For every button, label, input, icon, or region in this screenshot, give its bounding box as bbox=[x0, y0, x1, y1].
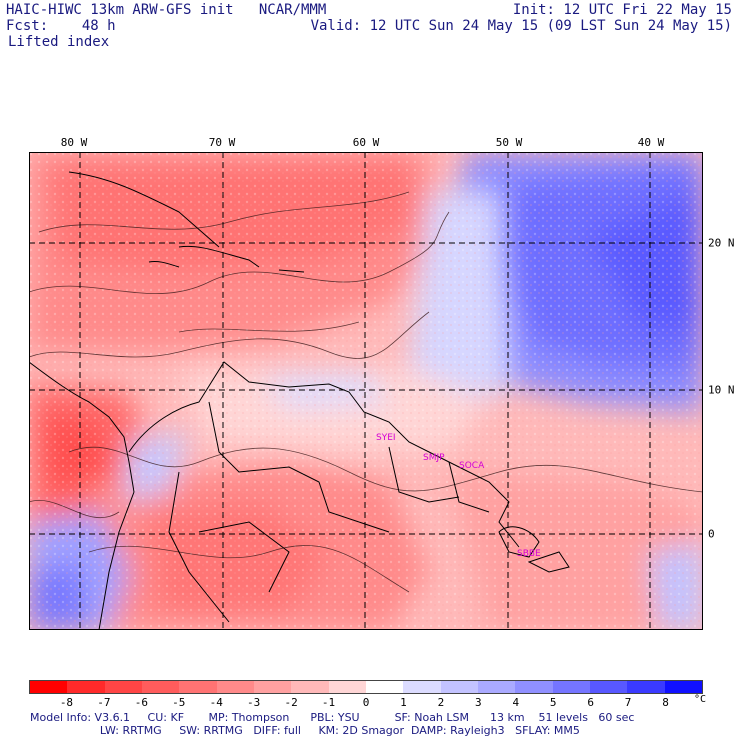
colorbar-tick-label: 7 bbox=[624, 696, 632, 709]
colorbar-tick-label: -3 bbox=[247, 696, 261, 709]
colorbar-tick-label: 4 bbox=[512, 696, 520, 709]
contour-lines bbox=[29, 191, 703, 593]
colorbar-tick-label: 1 bbox=[400, 696, 407, 709]
forecast-hour: Fcst: 48 h bbox=[6, 18, 116, 34]
graticule bbox=[29, 152, 703, 630]
colorbar-cell bbox=[179, 681, 217, 693]
lon-label-60w: 60 W bbox=[352, 136, 380, 149]
station-sbbe: SBBE bbox=[517, 549, 541, 559]
lat-label-10n: 10 N bbox=[708, 383, 735, 397]
colorbar-tick-label: -7 bbox=[97, 696, 111, 709]
lifted-index-map: SYEI SMJP SOCA SBBE bbox=[29, 152, 703, 630]
colorbar-cell bbox=[328, 681, 366, 693]
map-frame bbox=[29, 152, 703, 630]
colorbar-tick-label: 0 bbox=[362, 696, 370, 709]
colorbar-tick-label: 3 bbox=[475, 696, 482, 709]
lon-label-80w: 80 W bbox=[60, 136, 88, 149]
colorbar-cell bbox=[589, 681, 628, 693]
colorbar-cell bbox=[477, 681, 516, 693]
field-texture bbox=[29, 152, 703, 630]
colorbar-cell bbox=[216, 681, 254, 693]
colorbar-tick-label: -2 bbox=[284, 696, 298, 709]
lat-label-20n: 20 N bbox=[708, 236, 735, 250]
colorbar-cell bbox=[365, 681, 404, 693]
colorbar-cell bbox=[627, 681, 665, 693]
colorbar-tick-label: -6 bbox=[134, 696, 148, 709]
colorbar-cell bbox=[552, 681, 590, 693]
model-info-line1: Model Info: V3.6.1 CU: KF MP: Thompson P… bbox=[30, 711, 635, 724]
init-time: Init: 12 UTC Fri 22 May 15 bbox=[512, 2, 732, 18]
station-soca: SOCA bbox=[459, 461, 485, 471]
colorbar-tick-label: -4 bbox=[209, 696, 223, 709]
model-title: HAIC-HIWC 13km ARW-GFS init NCAR/MMM bbox=[6, 2, 327, 18]
colorbar-tick-label: 5 bbox=[549, 696, 557, 709]
station-smjp: SMJP bbox=[423, 453, 445, 463]
colorbar-tick-label: -5 bbox=[172, 696, 186, 709]
colorbar-cell bbox=[291, 681, 329, 693]
colorbar-cell bbox=[67, 681, 105, 693]
colorbar-unit: °C bbox=[694, 694, 707, 705]
colorbar-cell bbox=[253, 681, 292, 693]
coastlines bbox=[29, 171, 570, 630]
colorbar-tick-label: 6 bbox=[587, 696, 594, 709]
colorbar-cell bbox=[104, 681, 142, 693]
colorbar bbox=[29, 680, 703, 694]
colorbar-cell bbox=[440, 681, 478, 693]
model-info-line2: LW: RRTMG SW: RRTMG DIFF: full KM: 2D Sm… bbox=[30, 724, 580, 737]
colorbar-cell bbox=[664, 681, 702, 693]
lon-label-70w: 70 W bbox=[208, 136, 236, 149]
valid-time: Valid: 12 UTC Sun 24 May 15 (09 LST Sun … bbox=[310, 18, 732, 34]
colorbar-cell bbox=[515, 681, 553, 693]
colorbar-tick-label: 8 bbox=[662, 696, 669, 709]
colorbar-cell bbox=[30, 681, 68, 693]
field-name: Lifted index bbox=[8, 34, 110, 50]
colorbar-tick-label: -8 bbox=[59, 696, 74, 709]
station-syei: SYEI bbox=[376, 433, 396, 443]
lon-label-40w: 40 W bbox=[637, 136, 665, 149]
colorbar-cell bbox=[141, 681, 180, 693]
lat-label-0: 0 bbox=[708, 527, 715, 541]
colorbar-cell bbox=[403, 681, 441, 693]
colorbar-tick-label: -1 bbox=[321, 696, 336, 709]
colorbar-tick-label: 2 bbox=[437, 696, 445, 709]
lon-label-50w: 50 W bbox=[495, 136, 523, 149]
stations: SYEI SMJP SOCA SBBE bbox=[376, 433, 541, 559]
